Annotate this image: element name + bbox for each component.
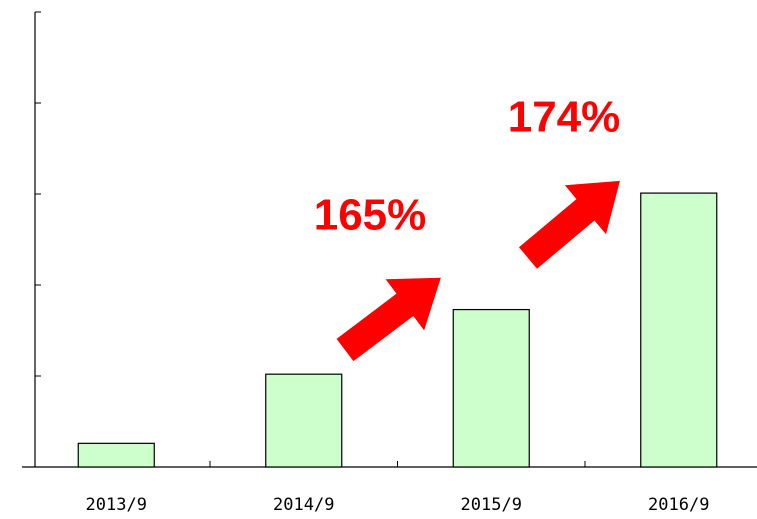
x-tick-label: 2015/9 — [461, 495, 522, 515]
bar — [265, 373, 343, 468]
x-tick-label: 2013/9 — [86, 495, 147, 515]
arrow — [336, 277, 441, 362]
x-tick-label: 2016/9 — [648, 495, 709, 515]
x-tick-label: 2014/9 — [273, 495, 334, 515]
annotation: 174% — [508, 93, 621, 142]
bar — [640, 192, 718, 468]
bar — [77, 442, 155, 468]
bar — [452, 308, 530, 468]
annotation: 165% — [314, 191, 427, 240]
arrow — [519, 180, 620, 269]
